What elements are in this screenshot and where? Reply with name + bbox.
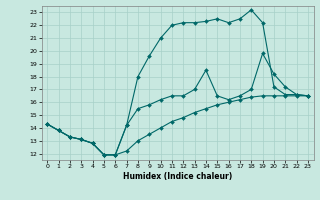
X-axis label: Humidex (Indice chaleur): Humidex (Indice chaleur)	[123, 172, 232, 181]
